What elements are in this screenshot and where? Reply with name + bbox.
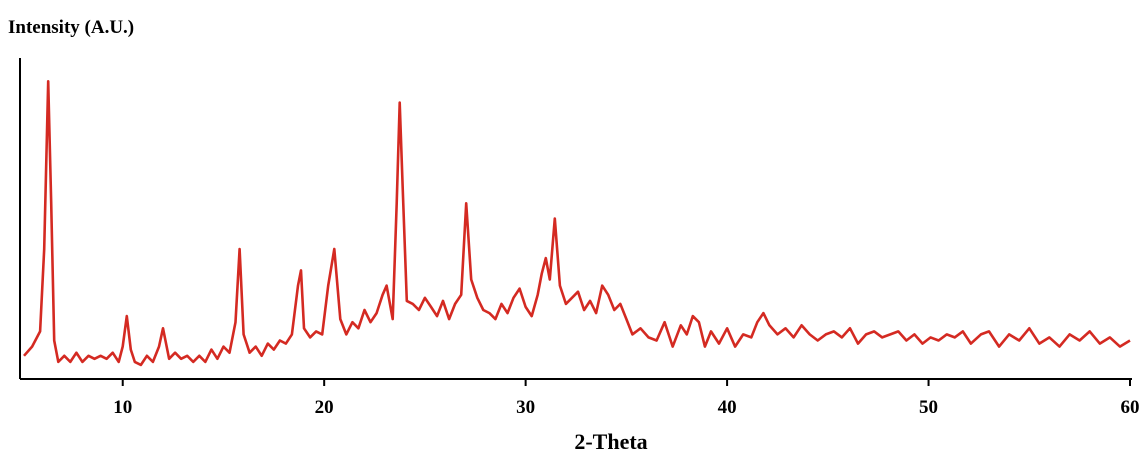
x-tick-label-40: 40 bbox=[718, 397, 737, 418]
y-axis-label: Intensity (A.U.) bbox=[8, 17, 134, 38]
x-tick-label-60: 60 bbox=[1121, 397, 1140, 418]
x-axis-label: 2-Theta bbox=[574, 429, 647, 454]
series-line bbox=[23, 80, 1131, 367]
x-axis-ticks bbox=[121, 379, 1131, 386]
x-tick-label-10: 10 bbox=[113, 397, 132, 418]
x-axis-tick-labels: 10 20 30 40 50 60 bbox=[113, 397, 1139, 418]
x-tick-label-20: 20 bbox=[315, 397, 334, 418]
x-tick-label-50: 50 bbox=[919, 397, 938, 418]
x-tick-label-30: 30 bbox=[516, 397, 535, 418]
